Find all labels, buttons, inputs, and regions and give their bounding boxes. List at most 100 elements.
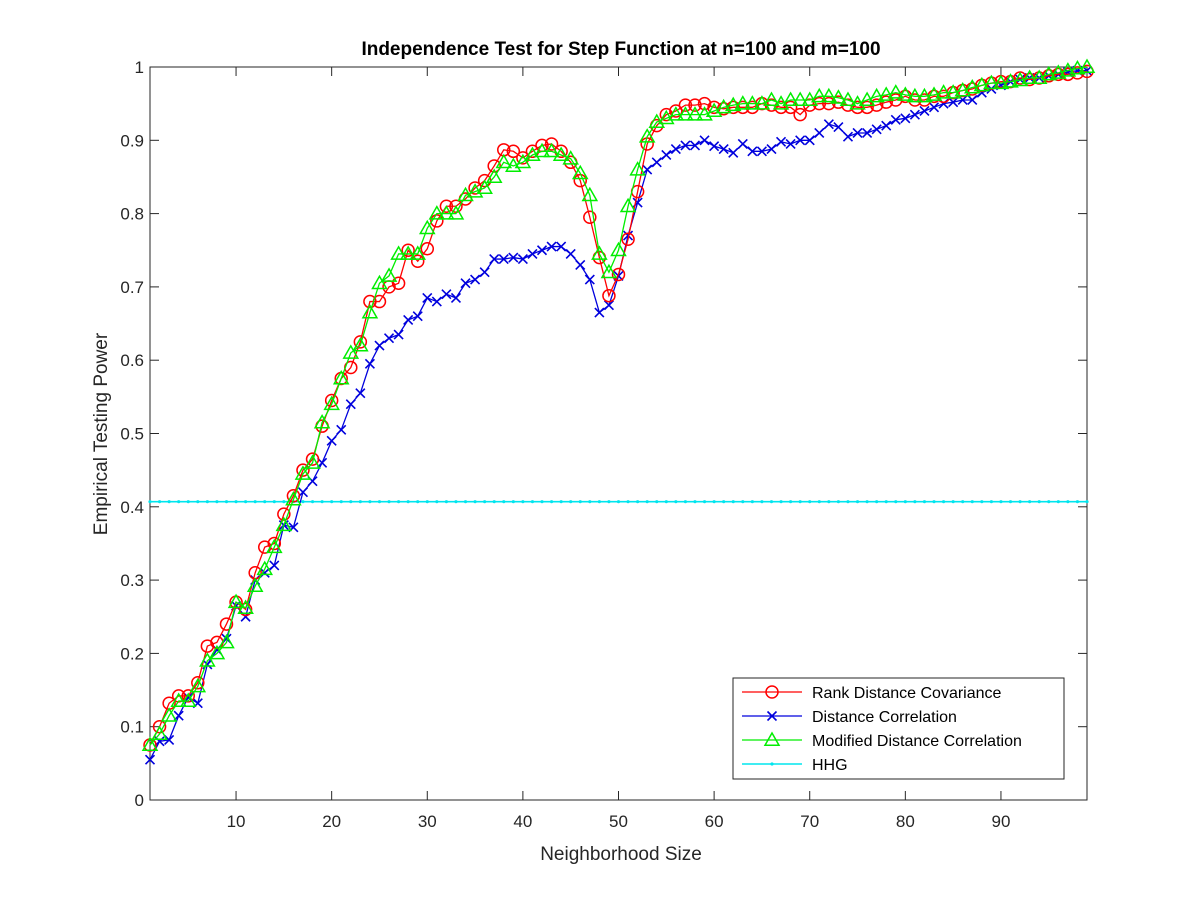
data-point-distance-correlation: [345, 399, 356, 410]
data-point-modified-distance-correlation: [485, 168, 503, 183]
data-point-hhg: [875, 500, 879, 504]
legend-label: Distance Correlation: [812, 709, 957, 726]
data-point-distance-correlation: [536, 245, 548, 256]
data-point-hhg: [951, 500, 955, 504]
data-point-modified-distance-correlation: [600, 263, 618, 279]
data-point-distance-correlation: [871, 124, 882, 135]
data-point-distance-correlation: [689, 140, 701, 151]
data-point-hhg: [913, 500, 917, 504]
data-point-rank-distance-covariance: [812, 96, 827, 111]
data-point-distance-correlation: [460, 278, 471, 289]
data-point-distance-correlation: [164, 734, 175, 745]
data-point-hhg: [769, 500, 774, 504]
data-point-hhg: [502, 500, 506, 504]
data-point-rank-distance-covariance: [544, 137, 559, 151]
data-point-hhg: [789, 500, 793, 504]
data-point-modified-distance-correlation: [246, 577, 264, 592]
data-point-distance-correlation: [919, 105, 930, 117]
data-point-distance-correlation: [890, 114, 901, 125]
data-point-hhg: [177, 500, 181, 504]
data-point-rank-distance-covariance: [363, 294, 377, 309]
data-point-modified-distance-correlation: [1002, 73, 1019, 88]
x-tick-label: 40: [513, 812, 532, 831]
data-point-hhg: [827, 500, 831, 504]
data-point-modified-distance-correlation: [514, 153, 532, 169]
data-point-distance-correlation: [144, 754, 156, 765]
data-point-distance-correlation: [622, 230, 634, 241]
data-point-hhg: [655, 500, 659, 504]
data-point-rank-distance-covariance: [410, 254, 425, 268]
y-tick-label: 1: [135, 58, 144, 77]
data-point-hhg: [396, 500, 401, 504]
data-point-modified-distance-correlation: [925, 86, 943, 101]
data-point-hhg: [903, 500, 907, 504]
data-point-modified-distance-correlation: [973, 76, 991, 92]
data-point-distance-correlation: [670, 144, 681, 155]
data-point-modified-distance-correlation: [352, 337, 369, 352]
data-point-modified-distance-correlation: [677, 106, 694, 121]
data-point-hhg: [148, 500, 152, 504]
data-point-modified-distance-correlation: [944, 84, 962, 99]
y-tick-label: 0.8: [120, 205, 144, 224]
data-point-modified-distance-correlation: [983, 74, 1000, 90]
data-point-distance-correlation: [326, 435, 337, 446]
data-point-modified-distance-correlation: [1040, 65, 1058, 81]
data-point-rank-distance-covariance: [277, 507, 291, 521]
data-point-modified-distance-correlation: [285, 490, 302, 506]
data-point-distance-correlation: [651, 157, 662, 168]
data-point-modified-distance-correlation: [227, 593, 245, 609]
data-point-hhg: [626, 500, 630, 504]
data-point-rank-distance-covariance: [191, 675, 205, 690]
data-point-hhg: [741, 500, 745, 504]
data-point-modified-distance-correlation: [1011, 71, 1029, 87]
data-point-hhg: [578, 500, 582, 504]
data-point-hhg: [349, 500, 353, 504]
data-point-hhg: [865, 500, 869, 504]
data-point-hhg: [722, 500, 726, 504]
data-point-distance-correlation: [928, 102, 940, 113]
data-point-modified-distance-correlation: [342, 344, 360, 359]
x-tick-label: 20: [322, 812, 341, 831]
data-point-modified-distance-correlation: [1059, 62, 1077, 77]
data-point-modified-distance-correlation: [552, 146, 570, 161]
data-point-hhg: [569, 500, 573, 504]
data-point-modified-distance-correlation: [170, 692, 187, 708]
data-point-rank-distance-covariance: [697, 96, 712, 111]
data-point-distance-correlation: [699, 135, 710, 146]
data-point-rank-distance-covariance: [506, 144, 521, 159]
data-point-hhg: [846, 500, 850, 504]
legend-item-rank-distance-covariance: Rank Distance Covariance: [742, 685, 1002, 702]
data-point-rank-distance-covariance: [688, 98, 702, 112]
data-point-hhg: [483, 500, 487, 504]
legend-label: Modified Distance Correlation: [812, 733, 1022, 750]
data-point-hhg: [416, 500, 420, 504]
data-point-hhg: [167, 500, 171, 504]
data-point-hhg: [961, 500, 965, 504]
data-point-rank-distance-covariance: [678, 98, 693, 112]
data-point-distance-correlation: [498, 253, 509, 265]
data-point-modified-distance-correlation: [256, 560, 274, 576]
data-point-rank-distance-covariance: [296, 463, 310, 477]
data-point-hhg: [368, 500, 372, 504]
data-point-distance-correlation: [756, 146, 767, 157]
x-tick-label: 70: [800, 812, 819, 831]
legend-swatch-marker: [766, 710, 778, 722]
y-tick-label: 0.9: [120, 131, 144, 150]
data-point-rank-distance-covariance: [611, 267, 626, 282]
data-point-modified-distance-correlation: [820, 87, 838, 103]
data-point-modified-distance-correlation: [438, 205, 455, 220]
data-point-modified-distance-correlation: [1021, 69, 1038, 84]
data-point-hhg: [310, 500, 315, 504]
data-point-modified-distance-correlation: [304, 454, 321, 469]
data-point-hhg: [808, 500, 812, 504]
data-point-rank-distance-covariance: [401, 243, 415, 257]
y-axis-ticks: 0 0.1 0.2 0.3 0.4 0.5 0.6 0.7 0.8 0.9 1: [120, 58, 1087, 810]
data-point-hhg: [1037, 500, 1041, 504]
data-point-distance-correlation: [823, 119, 834, 130]
data-point-modified-distance-correlation: [581, 186, 599, 202]
data-point-modified-distance-correlation: [323, 395, 340, 411]
data-point-distance-correlation: [393, 329, 404, 340]
data-point-hhg: [330, 500, 334, 504]
data-point-modified-distance-correlation: [791, 91, 809, 106]
data-point-modified-distance-correlation: [294, 465, 312, 480]
